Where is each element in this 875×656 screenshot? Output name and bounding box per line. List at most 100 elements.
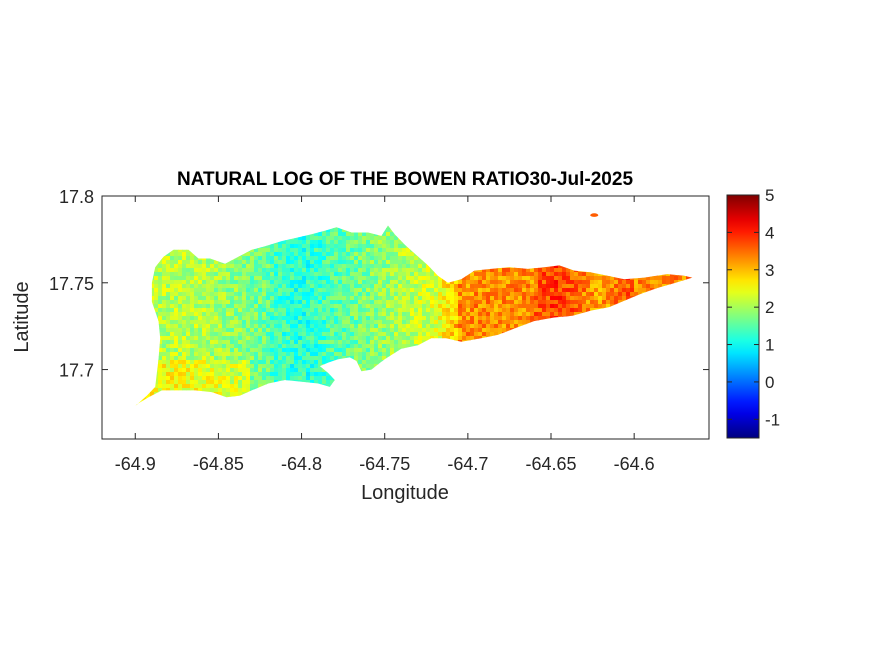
heatmap-cell — [470, 304, 475, 309]
heatmap-cell — [238, 268, 243, 273]
heatmap-cell — [294, 252, 299, 257]
heatmap-cell — [334, 324, 339, 329]
heatmap-cell — [186, 260, 191, 265]
heatmap-cell — [326, 348, 331, 353]
heatmap-cell — [374, 252, 379, 257]
heatmap-cell — [306, 280, 311, 285]
heatmap-cell — [326, 244, 331, 249]
heatmap-cell — [174, 324, 179, 329]
heatmap-cell — [366, 312, 371, 317]
heatmap-cell — [238, 324, 243, 329]
heatmap-cell — [290, 268, 295, 273]
heatmap-cell — [342, 228, 347, 233]
heatmap-cell — [482, 292, 487, 297]
heatmap-cell — [186, 268, 191, 273]
heatmap-cell — [166, 332, 171, 337]
heatmap-cell — [362, 348, 367, 353]
heatmap-cell — [414, 332, 419, 337]
heatmap-cell — [318, 240, 323, 245]
heatmap-cell — [310, 356, 315, 361]
heatmap-cell — [250, 340, 255, 345]
heatmap-cell — [350, 248, 355, 253]
heatmap-cell — [378, 296, 383, 301]
heatmap-cell — [258, 372, 263, 377]
heatmap-cell — [194, 360, 199, 365]
heatmap-cell — [254, 296, 259, 301]
heatmap-cell — [250, 296, 255, 301]
heatmap-cell — [226, 332, 231, 337]
heatmap-cell — [378, 272, 383, 277]
heatmap-cell — [322, 316, 327, 321]
heatmap-cell — [466, 304, 471, 309]
heatmap-cell — [190, 312, 195, 317]
heatmap-cell — [438, 288, 443, 293]
heatmap-cell — [250, 264, 255, 269]
heatmap-cell — [334, 272, 339, 277]
heatmap-cell — [450, 288, 455, 293]
heatmap-cell — [198, 292, 203, 297]
heatmap-cell — [262, 320, 267, 325]
heatmap-cell — [490, 316, 495, 321]
heatmap-cell — [154, 312, 159, 317]
heatmap-cell — [378, 336, 383, 341]
heatmap-cell — [290, 276, 295, 281]
heatmap-cell — [318, 344, 323, 349]
heatmap-cell — [286, 360, 291, 365]
heatmap-cell — [362, 328, 367, 333]
heatmap-cell — [274, 316, 279, 321]
heatmap-cell — [314, 264, 319, 269]
heatmap-cell — [454, 280, 459, 285]
heatmap-cell — [414, 284, 419, 289]
heatmap-cell — [542, 308, 547, 313]
heatmap-cell — [526, 292, 531, 297]
heatmap-cell — [238, 380, 243, 385]
heatmap-cell — [338, 276, 343, 281]
heatmap-cell — [278, 264, 283, 269]
heatmap-cell — [482, 300, 487, 305]
heatmap-cell — [346, 304, 351, 309]
heatmap-cell — [374, 360, 379, 365]
heatmap-cell — [442, 332, 447, 337]
heatmap-cell — [270, 280, 275, 285]
heatmap-cell — [510, 300, 515, 305]
heatmap-cell — [222, 316, 227, 321]
heatmap-cell — [206, 360, 211, 365]
heatmap-cell — [322, 240, 327, 245]
heatmap-cell — [154, 276, 159, 281]
heatmap-cell — [518, 276, 523, 281]
heatmap-cell — [418, 336, 423, 341]
heatmap-cell — [258, 268, 263, 273]
heatmap-cell — [226, 352, 231, 357]
heatmap-cell — [298, 352, 303, 357]
heatmap-cell — [290, 368, 295, 373]
heatmap-cell — [290, 280, 295, 285]
heatmap-cell — [390, 348, 395, 353]
heatmap-cell — [198, 296, 203, 301]
heatmap-cell — [466, 296, 471, 301]
heatmap-cell — [158, 336, 163, 341]
heatmap-cell — [298, 248, 303, 253]
heatmap-cell — [486, 312, 491, 317]
heatmap-cell — [390, 276, 395, 281]
heatmap-cell — [522, 304, 527, 309]
heatmap-cell — [274, 256, 279, 261]
heatmap-cell — [478, 288, 483, 293]
heatmap-cell — [286, 272, 291, 277]
heatmap-cell — [298, 316, 303, 321]
heatmap-cell — [290, 372, 295, 377]
heatmap-cell — [250, 248, 255, 253]
heatmap-cell — [498, 280, 503, 285]
heatmap-cell — [154, 380, 159, 385]
heatmap-cell — [166, 276, 171, 281]
heatmap-cell — [462, 300, 467, 305]
heatmap-cell — [502, 276, 507, 281]
heatmap-cell — [250, 352, 255, 357]
heatmap-cell — [286, 320, 291, 325]
heatmap-cell — [194, 356, 199, 361]
heatmap-cell — [206, 268, 211, 273]
heatmap-cell — [270, 328, 275, 333]
heatmap-cell — [398, 252, 403, 257]
heatmap-cell — [430, 328, 435, 333]
heatmap-cell — [406, 328, 411, 333]
heatmap-cell — [346, 268, 351, 273]
